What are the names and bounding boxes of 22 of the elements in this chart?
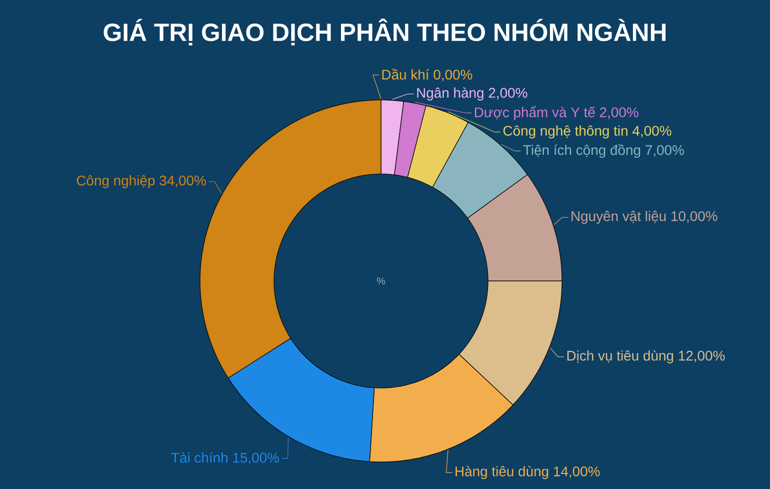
chart-title: GIÁ TRỊ GIAO DỊCH PHÂN THEO NHÓM NGÀNH (104, 18, 666, 46)
slice-label: Dịch vụ tiêu dùng (567, 350, 674, 364)
data-label: 15,00% (233, 452, 280, 464)
slice-label: Dược phẩm và Y tế (474, 106, 596, 120)
data-label: 2,00% (600, 107, 638, 119)
slice-label: Nguyên vật liệu (572, 210, 666, 224)
slice-label: Công nghệ thông tin (503, 125, 628, 139)
slice-label: Hàng tiêu dùng (456, 466, 548, 480)
data-label: 2,00% (488, 88, 528, 100)
data-label: 34,00% (160, 176, 206, 188)
text: 0,00% (434, 70, 472, 82)
text: % (376, 277, 386, 284)
data-label: 12,00% (678, 350, 725, 362)
slice-label: Tiện ích cộng đồng (523, 144, 640, 158)
category-label: Dầu khí (382, 68, 430, 80)
slice-label: Ngân hàng (417, 87, 484, 101)
data-label: 14,00% (554, 466, 600, 478)
data-label: 7,00% (646, 145, 684, 157)
data-label: 10,00% (672, 211, 718, 223)
slice-label: Công nghiệp (76, 175, 155, 188)
slice-label: Tài chính (171, 452, 228, 463)
data-label: 4,00% (632, 126, 672, 138)
